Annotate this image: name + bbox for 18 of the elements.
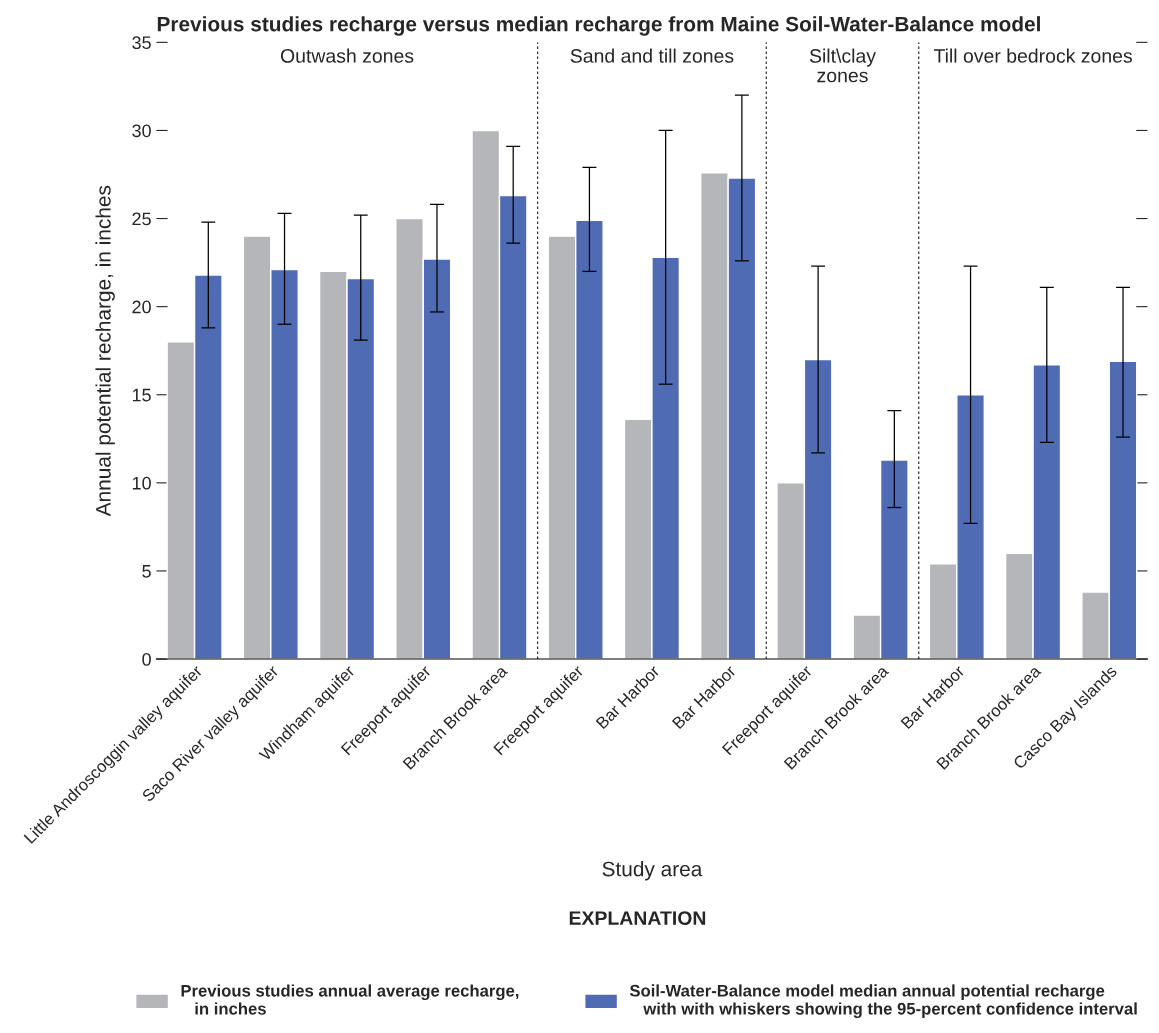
- y-tick-label: 20: [132, 300, 151, 314]
- y-tick-label: 30: [132, 124, 151, 138]
- y-tick-label: 5: [142, 565, 151, 578]
- annotation: Sand and till zones: [570, 48, 734, 63]
- annotation: Outwash zones: [280, 48, 414, 63]
- y-tick-label: 15: [132, 388, 151, 402]
- y-tick-label: 35: [132, 36, 151, 50]
- x-axis-title: Study area: [602, 861, 703, 881]
- y-tick-label: 0: [142, 652, 151, 666]
- y-tick-label: 25: [132, 212, 151, 226]
- annotation: Silt\clay zones: [809, 48, 876, 83]
- y-tick-label: 10: [132, 476, 151, 490]
- chart-title: Previous studies recharge versus median recharge from Maine Soil-Water-Balance model: [157, 16, 1040, 36]
- annotation: Till over bedrock zones: [933, 48, 1132, 63]
- y-axis-title: Annual potential recharge, in inches: [95, 185, 115, 517]
- legend-title: EXPLANATION: [569, 911, 706, 925]
- legend-label: Soil-Water-Balance model median annual potential recharge with with whiskers showing the 95-percent confidence interval: [629, 984, 1137, 1018]
- legend-label: Previous studies annual average recharge, in inches: [181, 984, 519, 1015]
